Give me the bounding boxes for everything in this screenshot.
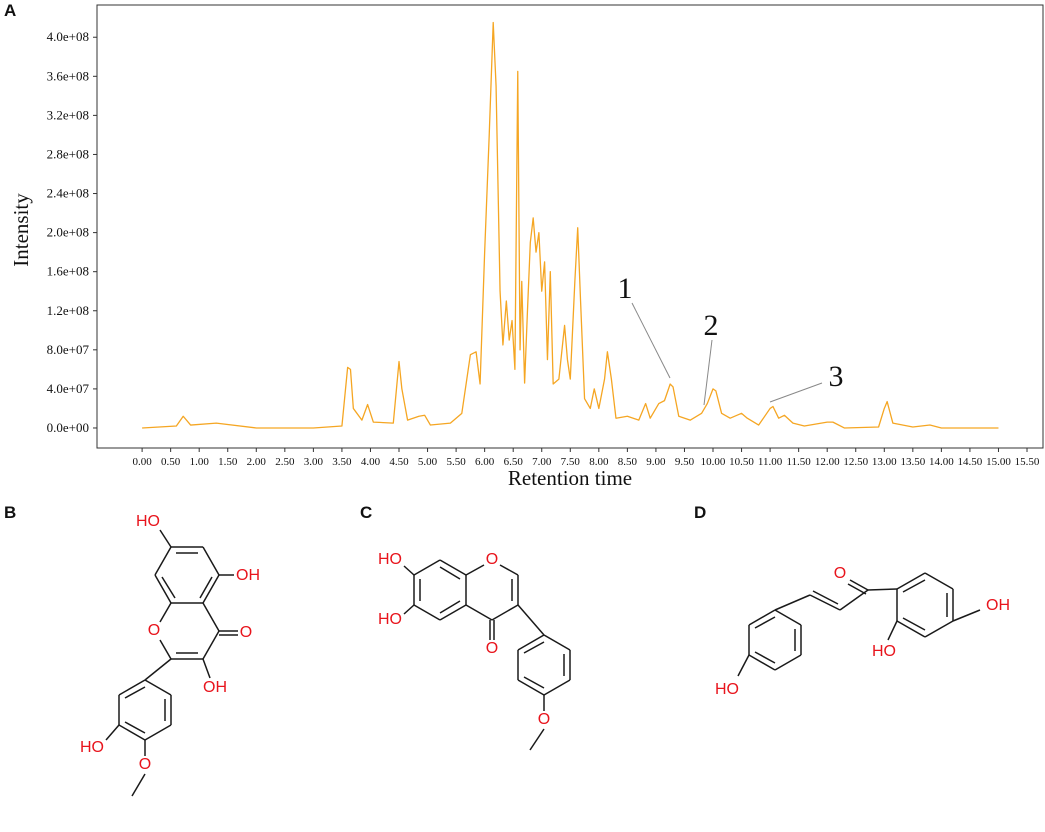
atom-label: OH	[203, 679, 227, 696]
atom-label: HO	[80, 739, 104, 756]
x-tick-label: 14.00	[929, 456, 954, 468]
atom-label: O	[139, 756, 151, 773]
y-tick-label: 1.2e+08	[47, 303, 89, 318]
atom-label: O	[148, 622, 160, 639]
x-tick-label: 4.00	[361, 456, 381, 468]
y-tick-label: 0.0e+00	[47, 420, 89, 435]
x-tick-label: 1.00	[190, 456, 210, 468]
x-tick-label: 0.00	[132, 456, 152, 468]
annotation-leader	[703, 339, 713, 406]
x-tick-label: 6.50	[504, 456, 524, 468]
atom-label: O	[240, 624, 252, 641]
atom-label: OH	[986, 597, 1010, 614]
annotation: 1	[618, 272, 633, 305]
y-axis-label: Intensity	[9, 193, 33, 267]
y-tick-label: 4.0e+07	[47, 381, 90, 396]
x-tick-label: 10.00	[701, 456, 726, 468]
x-tick-label: 3.00	[304, 456, 324, 468]
x-tick-label: 8.00	[589, 456, 609, 468]
x-tick-label: 2.00	[247, 456, 267, 468]
x-tick-label: 13.50	[900, 456, 925, 468]
annotation: 2	[704, 309, 719, 342]
x-tick-label: 12.00	[815, 456, 840, 468]
x-tick-label: 13.00	[872, 456, 897, 468]
structure-d	[737, 572, 981, 677]
annotation: 3	[829, 360, 844, 393]
annotation-leader	[631, 302, 671, 379]
x-tick-label: 15.50	[1015, 456, 1040, 468]
annotation-leader	[769, 382, 823, 403]
x-tick-label: 2.50	[275, 456, 295, 468]
structure-b	[105, 529, 238, 797]
atom-label: O	[486, 640, 498, 657]
x-tick-label: 6.00	[475, 456, 495, 468]
x-axis-label: Retention time	[508, 466, 632, 490]
plot-frame	[96, 4, 1044, 449]
x-tick-label: 11.50	[786, 456, 811, 468]
x-tick-label: 5.00	[418, 456, 438, 468]
x-tick-label: 3.50	[332, 456, 352, 468]
atom-label: HO	[378, 611, 402, 628]
x-tick-label: 8.50	[618, 456, 638, 468]
x-tick-label: 7.50	[561, 456, 581, 468]
y-tick-label: 3.6e+08	[47, 68, 89, 83]
atom-label: HO	[872, 643, 896, 660]
x-tick-label: 0.50	[161, 456, 181, 468]
x-tick-label: 5.50	[446, 456, 466, 468]
y-tick-label: 1.6e+08	[47, 264, 89, 279]
annotations: 1 2 3	[618, 272, 844, 406]
atom-label: HO	[136, 513, 160, 530]
y-tick-label: 2.0e+08	[47, 225, 89, 240]
x-tick-label: 12.50	[843, 456, 868, 468]
y-tick-label: 3.2e+08	[47, 107, 89, 122]
x-tick-label: 10.50	[729, 456, 754, 468]
x-tick-label: 9.50	[675, 456, 695, 468]
x-tick-label: 7.00	[532, 456, 552, 468]
structure-c	[403, 559, 571, 751]
atom-label: O	[538, 711, 550, 728]
atom-label: O	[834, 565, 846, 582]
atom-label: O	[486, 551, 498, 568]
x-tick-label: 15.00	[986, 456, 1011, 468]
panel-label: C	[360, 503, 372, 522]
x-tick-label: 9.00	[646, 456, 666, 468]
panel-label: D	[694, 503, 706, 522]
y-tick-label: 2.8e+08	[47, 146, 89, 161]
y-tick-label: 8.0e+07	[47, 342, 90, 357]
panel-label: B	[4, 503, 16, 522]
x-tick-label: 4.50	[389, 456, 409, 468]
x-tick-label: 11.00	[758, 456, 783, 468]
x-tick-label: 1.50	[218, 456, 238, 468]
atom-label: OH	[236, 567, 260, 584]
atom-label: HO	[378, 551, 402, 568]
y-tick-label: 4.0e+08	[47, 29, 89, 44]
chromatogram-line	[142, 21, 999, 429]
y-tick-label: 2.4e+08	[47, 186, 89, 201]
x-tick-label: 14.50	[958, 456, 983, 468]
atom-label: HO	[715, 681, 739, 698]
panel-label: A	[4, 1, 16, 20]
